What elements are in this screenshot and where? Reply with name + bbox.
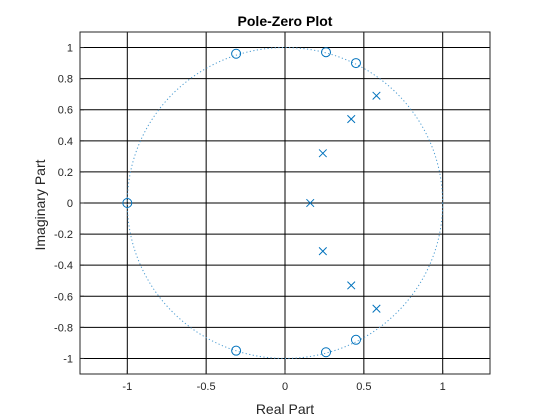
pole-marker-1 [318, 149, 327, 158]
x-tick-label-0: -1 [122, 381, 132, 393]
pole-marker-6 [372, 304, 381, 313]
y-tick-label-10: -1 [63, 353, 73, 365]
x-tick-label-4: 1 [440, 381, 446, 393]
pole-marker-2 [318, 247, 327, 256]
pole-marker-4 [347, 281, 356, 290]
y-tick-label-9: -0.8 [54, 322, 73, 334]
y-tick-label-3: 0.4 [58, 136, 73, 148]
pole-marker-3 [347, 114, 356, 124]
pole-marker-5 [372, 91, 381, 100]
y-tick-label-5: 0 [67, 198, 73, 210]
y-tick-label-2: 0.6 [58, 105, 73, 117]
y-tick-label-1: 0.8 [58, 74, 73, 86]
x-tick-label-2: 0 [282, 381, 288, 393]
zero-marker-1 [231, 48, 242, 59]
zero-marker-5 [350, 58, 361, 69]
zero-marker-2 [231, 345, 242, 356]
grid-lines [80, 32, 490, 374]
zero-marker-3 [321, 47, 331, 58]
y-tick-label-6: -0.2 [54, 229, 73, 241]
zero-marker-0 [122, 198, 133, 208]
plot-frame [79, 31, 491, 375]
y-tick-label-7: -0.4 [54, 260, 73, 272]
x-tick-label-1: -0.5 [197, 381, 216, 393]
tick-labels: -1 -0.5 0 0.5 1 1 0.8 0.6 0.4 0.2 0 -0.2 -0.4 -0.6 -0.… [54, 43, 446, 393]
y-tick-label-0: 1 [67, 43, 73, 55]
y-tick-label-8: -0.6 [54, 291, 73, 303]
zero-marker-4 [321, 347, 331, 358]
y-tick-label-4: 0.2 [58, 167, 73, 179]
chart-title: Pole-Zero Plot [238, 13, 333, 29]
x-axis-label: Real Part [256, 401, 314, 417]
pole-marker-0 [306, 198, 315, 208]
y-axis-label: Imaginary Part [32, 159, 48, 250]
data-markers [122, 47, 381, 358]
unit-circle-layer [126, 47, 444, 359]
unit-circle [126, 47, 444, 359]
x-tick-label-3: 0.5 [356, 381, 371, 393]
zero-marker-6 [350, 334, 361, 345]
